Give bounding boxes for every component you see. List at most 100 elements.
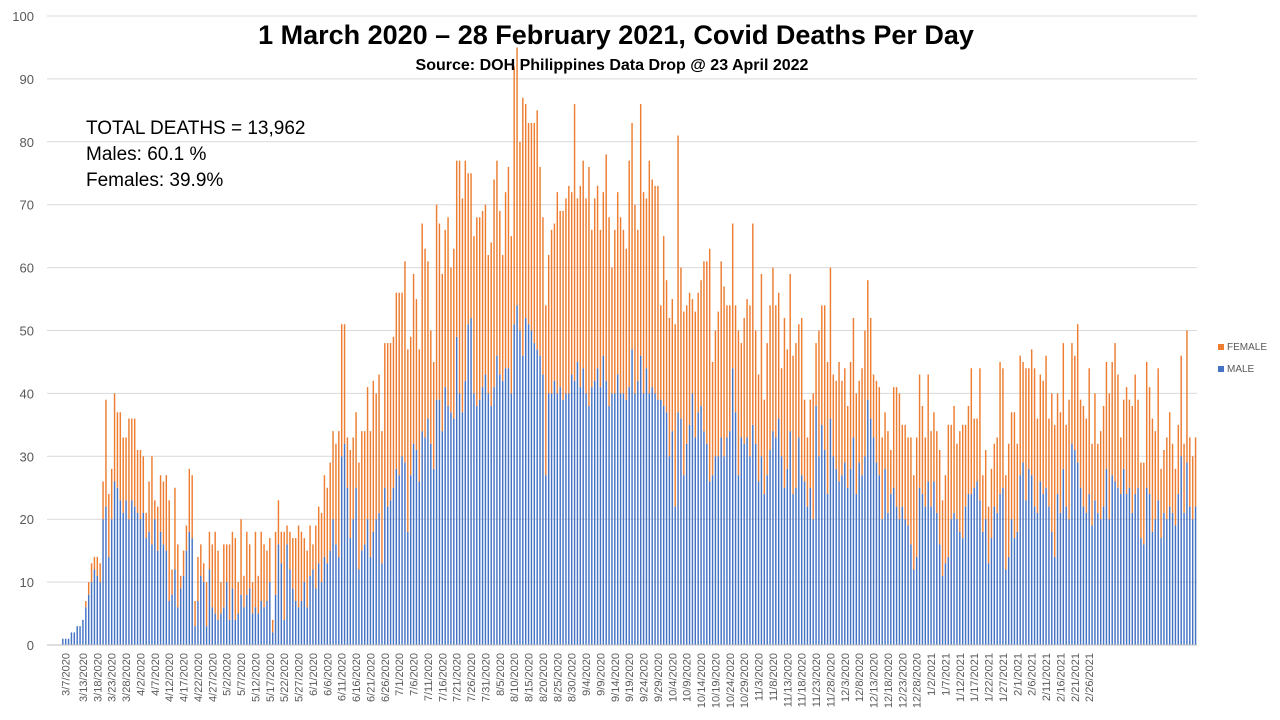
bar-female [424,248,426,438]
bar-male [1085,512,1088,645]
bar-female [706,261,708,444]
bar-female [231,531,234,589]
bar-female [110,468,113,520]
bar-female [412,273,415,444]
bar-female [389,343,392,501]
bar-male [438,399,441,645]
bar-female [800,317,803,476]
bar-male [286,544,288,645]
bar-male [619,393,622,645]
bar-female [591,229,593,388]
bar-female [455,160,458,337]
bar-male [625,399,628,645]
bar-female [220,582,222,614]
bar-female [326,487,329,564]
bar-female [792,355,794,495]
bar-female [263,544,265,608]
bar-male [999,494,1001,645]
x-tick-label: 10/9/2020 [682,653,694,702]
bar-male [191,538,193,645]
bar-female [892,387,895,488]
bar-male [545,475,547,645]
chart-subtitle: Source: DOH Philippines Data Drop @ 23 A… [415,57,809,74]
bar-female [122,437,124,513]
bar-male [398,475,400,645]
bar-male [990,538,993,645]
bar-male [1157,500,1159,645]
annotation-females: Females: 39.9% [86,170,224,191]
bar-male [243,607,245,645]
bar-male [772,431,774,645]
bar-male [849,468,852,645]
bar-female [987,506,990,564]
bar-male [539,355,541,645]
bar-female [355,412,357,488]
bar-female [493,179,495,388]
bar-male [1125,494,1128,645]
bar-female [481,210,484,388]
bar-female [826,361,829,495]
bar-male [501,380,504,645]
bar-female [588,166,590,406]
bar-female [754,330,757,444]
bar-male [657,399,659,645]
bar-female [631,122,633,350]
x-tick-label: 11/3/2020 [754,653,766,701]
bar-male [145,538,147,645]
bar-female [769,305,771,451]
bar-female [1143,462,1145,545]
x-tick-label: 3/7/2020 [61,653,73,696]
legend-swatch-female [1218,344,1224,351]
x-tick-label: 5/22/2020 [279,653,291,702]
x-tick-label: 7/26/2020 [466,653,478,702]
bar-female [1048,418,1050,507]
bar-female [369,431,372,557]
bar-female [375,393,377,520]
bar-male [944,563,947,645]
bar-male [404,462,406,645]
chart-title: 1 March 2020 – 28 February 2021, Covid D… [258,20,974,50]
bar-female [1108,393,1111,520]
x-tick-label: 3/28/2020 [121,653,133,702]
bar-male [197,600,199,645]
bar-female [996,437,998,513]
y-tick-label: 30 [20,449,34,464]
bars [62,47,1197,645]
bar-male [1108,519,1111,645]
bar-male [1145,487,1148,645]
y-tick-label: 70 [20,198,34,213]
x-tick-label: 12/3/2020 [840,653,852,702]
bar-male [202,582,205,645]
bar-female [352,437,354,520]
bar-male [326,563,329,645]
bar-female [174,487,176,570]
bar-female [205,582,208,627]
bar-male [614,393,616,645]
bar-male [1143,544,1145,645]
bar-male [648,393,651,645]
bar-female [1105,361,1108,469]
bar-female [849,361,852,469]
bar-female [490,242,492,406]
bar-female [1125,387,1128,495]
x-tick-label: 7/21/2020 [452,653,464,702]
bar-male [320,582,323,645]
bar-male [375,519,377,645]
bar-male [159,531,162,645]
bar-female [530,122,533,331]
bar-female [993,443,996,507]
bar-male [872,437,875,645]
x-tick-label: 7/1/2020 [394,653,406,696]
bar-female [832,374,835,457]
bar-female [499,210,501,375]
bar-female [432,361,435,469]
bar-female [907,437,909,526]
bar-female [1036,418,1039,513]
bar-female [467,173,469,325]
bar-male [1016,531,1019,645]
bar-female [938,450,941,545]
bar-male [579,387,582,645]
bar-male [611,393,613,645]
x-tick-label: 2/11/2021 [1041,653,1053,701]
bar-male [303,582,306,645]
